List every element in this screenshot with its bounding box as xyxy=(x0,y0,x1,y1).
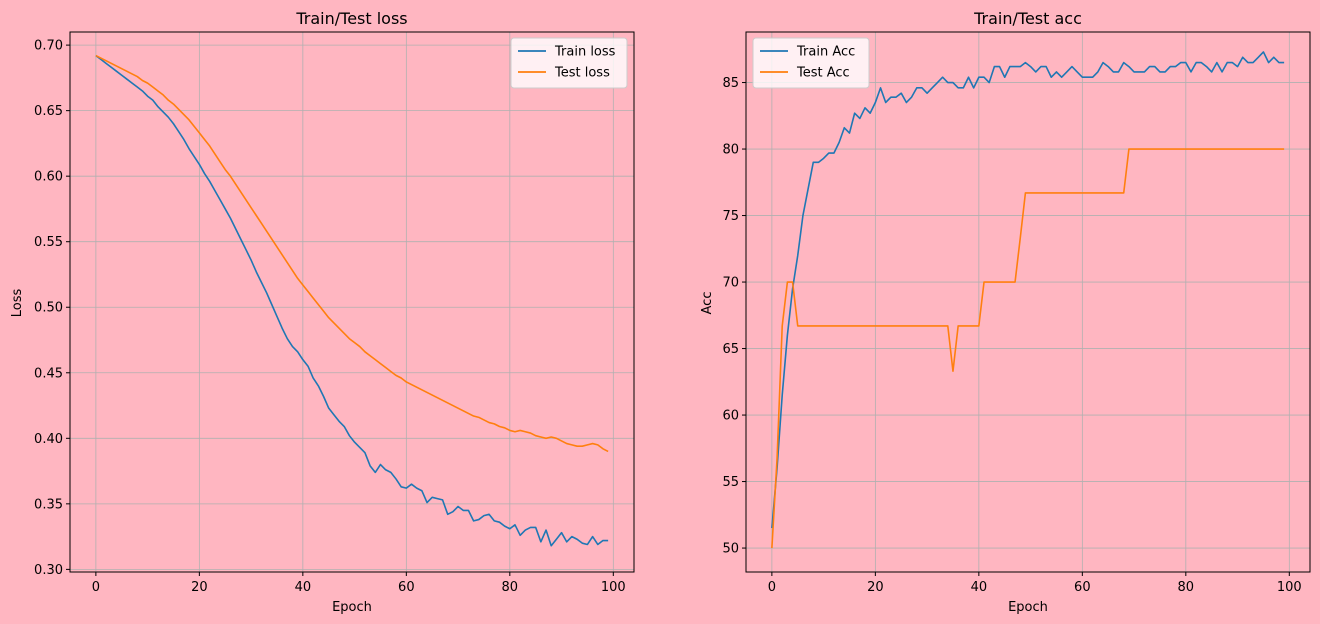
loss-legend-label: Test loss xyxy=(554,66,610,81)
acc-x-tick-label: 60 xyxy=(1074,580,1091,595)
loss-series-test-loss xyxy=(95,54,609,453)
loss-legend-label: Train loss xyxy=(554,45,616,60)
acc-y-tick-label: 75 xyxy=(722,209,739,224)
acc-legend-label: Train Acc xyxy=(796,45,855,60)
loss-x-tick-label: 40 xyxy=(295,580,312,595)
loss-x-tick-label: 100 xyxy=(601,580,626,595)
acc-y-tick-label: 50 xyxy=(722,542,739,557)
loss-y-tick-label: 0.65 xyxy=(34,104,63,119)
acc-x-tick-label: 100 xyxy=(1277,580,1302,595)
acc-x-tick-label: 20 xyxy=(867,580,884,595)
loss-y-tick-label: 0.35 xyxy=(34,497,63,512)
loss-y-tick-label: 0.70 xyxy=(34,39,63,54)
acc-x-tick-label: 80 xyxy=(1178,580,1195,595)
loss-y-tick-label: 0.40 xyxy=(34,432,63,447)
acc-plot-frame xyxy=(745,31,1311,573)
loss-y-tick-label: 0.50 xyxy=(34,301,63,316)
loss-y-tick-label: 0.30 xyxy=(34,563,63,578)
acc-y-tick-label: 70 xyxy=(722,276,739,291)
acc-x-axis-label: Epoch xyxy=(1008,600,1048,615)
acc-series-train-acc xyxy=(771,51,1285,529)
acc-legend: Train Acc Test Acc xyxy=(752,37,870,89)
loss-y-tick-label: 0.60 xyxy=(34,170,63,185)
loss-y-tick-label: 0.45 xyxy=(34,366,63,381)
loss-x-tick-label: 20 xyxy=(191,580,208,595)
acc-x-tick-label: 40 xyxy=(971,580,988,595)
loss-plot-frame xyxy=(69,31,635,573)
loss-x-tick-label: 80 xyxy=(502,580,519,595)
loss-x-tick-label: 0 xyxy=(92,580,100,595)
loss-x-axis-label: Epoch xyxy=(332,600,372,615)
acc-y-tick-label: 80 xyxy=(722,143,739,158)
acc-series-test-acc xyxy=(771,148,1285,549)
loss-x-tick-label: 60 xyxy=(398,580,415,595)
acc-y-axis-label: Acc xyxy=(700,292,715,315)
acc-chart-title: Train/Test acc xyxy=(973,9,1082,28)
acc-y-tick-label: 60 xyxy=(722,409,739,424)
loss-legend: Train loss Test loss xyxy=(510,37,628,89)
acc-y-tick-label: 65 xyxy=(722,342,739,357)
acc-y-tick-label: 85 xyxy=(722,76,739,91)
loss-series-train-loss xyxy=(95,54,609,547)
loss-chart-title: Train/Test loss xyxy=(295,9,407,28)
acc-legend-label: Test Acc xyxy=(796,66,850,81)
acc-y-tick-label: 55 xyxy=(722,475,739,490)
acc-x-tick-label: 0 xyxy=(768,580,776,595)
loss-y-axis-label: Loss xyxy=(10,289,25,318)
acc-chart: Train/Test acc Epoch Acc 0 20 40 60 80 100 50 5… xyxy=(700,9,1311,615)
loss-y-tick-label: 0.55 xyxy=(34,235,63,250)
loss-chart: Train/Test loss Epoch Loss 0 20 40 60 80 100 0… xyxy=(10,9,635,615)
